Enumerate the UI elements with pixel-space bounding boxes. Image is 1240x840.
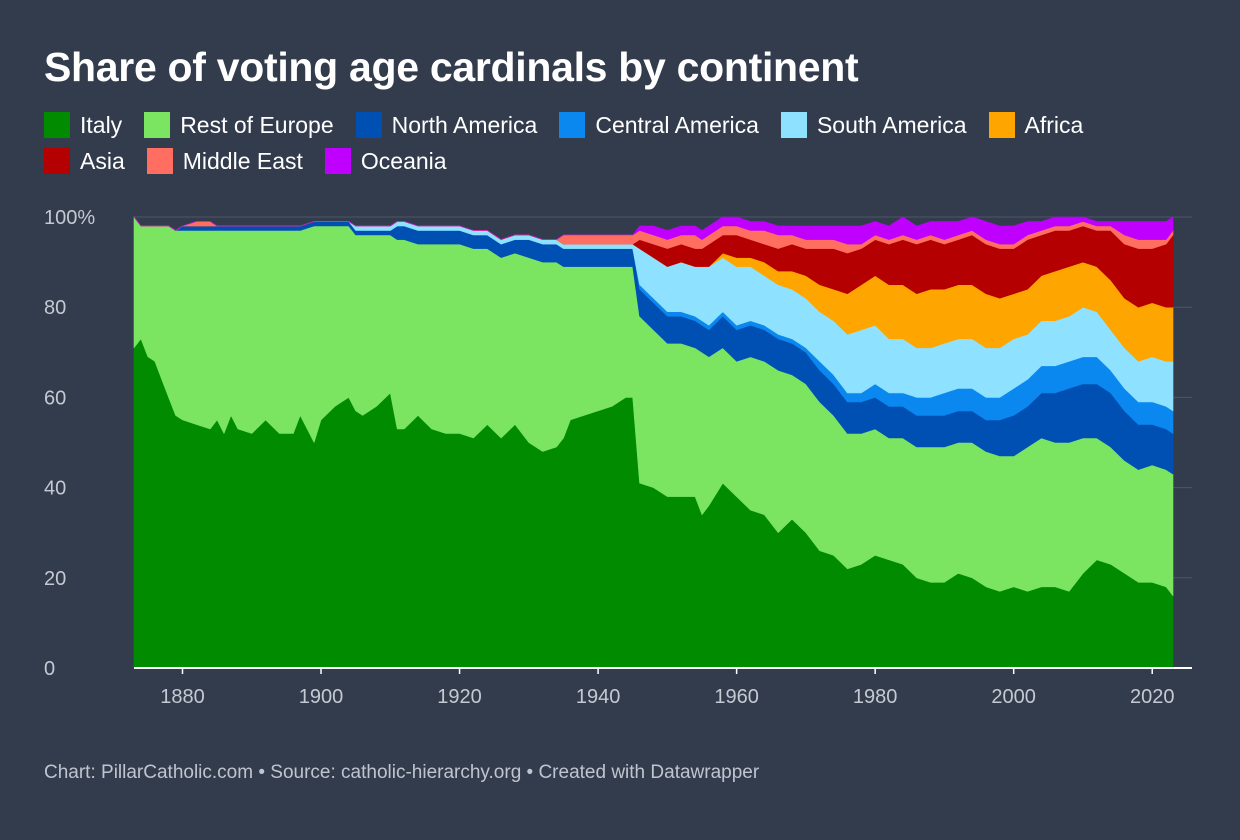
legend-label-north-america: North America <box>391 111 538 138</box>
chart-plot: 0 20 40 60 80 100% 1880 1900 1920 1940 1960 1980 200… <box>44 207 1192 708</box>
y-tick-label: 20 <box>44 568 66 590</box>
x-tick-label: 2000 <box>991 686 1036 708</box>
y-tick-label: 60 <box>44 387 66 409</box>
legend-swatch-oceania <box>324 148 351 174</box>
legend-swatch-middle-east <box>146 148 173 174</box>
legend-item-rest-of-europe: Rest of Europe <box>144 111 334 138</box>
area-layers <box>133 216 1174 669</box>
legend-item-italy: Italy <box>44 112 122 138</box>
x-tick-label: 1980 <box>853 686 898 708</box>
legend-item-asia: Asia <box>44 148 125 174</box>
y-tick-label: 80 <box>44 297 66 319</box>
legend-swatch-africa <box>988 112 1015 138</box>
legend-label-south-america: South America <box>816 111 967 138</box>
legend-item-south-america: South America <box>780 111 967 138</box>
y-tick-label: 40 <box>44 478 66 500</box>
legend-item-north-america: North America <box>355 111 538 138</box>
legend-label-middle-east: Middle East <box>182 147 303 174</box>
legend-item-oceania: Oceania <box>324 147 447 174</box>
footer-credits: Chart: PillarCatholic.com • Source: cath… <box>44 762 760 783</box>
chart-title: Share of voting age cardinals by contine… <box>44 44 859 90</box>
x-tick-label: 2020 <box>1130 686 1175 708</box>
y-tick-label: 0 <box>44 658 55 680</box>
legend: Italy Rest of Europe North America Central … <box>44 112 1184 174</box>
legend-label-central-america: Central America <box>595 111 759 138</box>
legend-label-oceania: Oceania <box>360 147 447 174</box>
legend-swatch-north-america <box>355 112 382 138</box>
area-oceania <box>133 216 1174 245</box>
legend-label-asia: Asia <box>80 147 125 174</box>
legend-item-middle-east: Middle East <box>146 147 303 174</box>
legend-label-rest-of-europe: Rest of Europe <box>180 111 334 138</box>
x-tick-label: 1880 <box>160 686 205 708</box>
legend-item-africa: Africa <box>988 111 1084 138</box>
x-tick-label: 1920 <box>437 686 482 708</box>
x-tick-label: 1960 <box>714 686 759 708</box>
legend-swatch-italy <box>44 112 70 138</box>
legend-swatch-rest-of-europe <box>144 112 171 138</box>
legend-swatch-south-america <box>780 112 807 138</box>
legend-item-central-america: Central America <box>559 112 759 138</box>
y-tick-label: 100% <box>44 207 95 229</box>
x-tick-label: 1900 <box>299 686 344 708</box>
legend-swatch-asia <box>44 148 70 174</box>
x-tick-label: 1940 <box>576 686 621 708</box>
legend-label-italy: Italy <box>80 111 123 138</box>
legend-label-africa: Africa <box>1024 111 1084 138</box>
legend-swatch-central-america <box>559 112 586 138</box>
